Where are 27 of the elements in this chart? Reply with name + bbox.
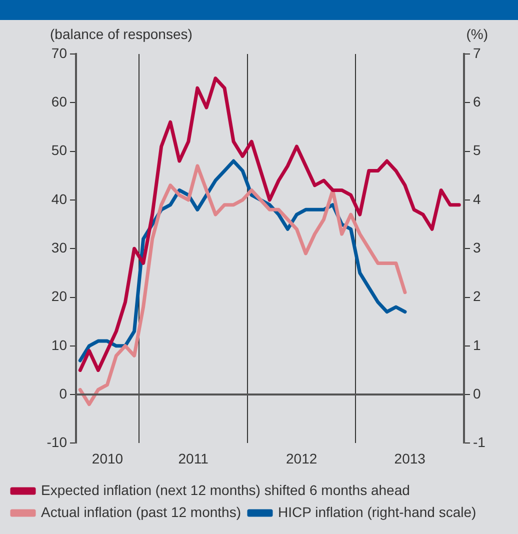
x-tick-label: 2011 bbox=[178, 450, 209, 466]
y2-axis-title: (%) bbox=[466, 26, 488, 42]
y-tick-label: 60 bbox=[51, 94, 68, 110]
y-tick-label: 40 bbox=[51, 190, 68, 207]
y2-tick-label: 7 bbox=[473, 44, 481, 61]
x-tick-label: 2012 bbox=[286, 450, 318, 466]
legend-label: HICP inflation (right-hand scale) bbox=[278, 504, 476, 520]
y-tick-label: 30 bbox=[51, 239, 68, 256]
legend-label: Expected inflation (next 12 months) shifted 6 months ahead bbox=[41, 482, 410, 498]
y2-tick-label: 4 bbox=[473, 190, 481, 207]
y2-tick-label: 3 bbox=[473, 239, 481, 256]
y2-tick-label: 6 bbox=[473, 94, 481, 110]
y-tick-label: 50 bbox=[51, 142, 68, 158]
y-tick-label: 0 bbox=[59, 385, 68, 402]
x-tick-label: 2013 bbox=[394, 450, 426, 466]
y-tick-label: -10 bbox=[46, 434, 68, 450]
y2-tick-label: -1 bbox=[473, 434, 486, 450]
y-axis-title: (balance of responses) bbox=[50, 26, 192, 42]
y-tick-label: 10 bbox=[51, 336, 68, 353]
x-tick-label: 2010 bbox=[92, 450, 124, 466]
y2-tick-label: 5 bbox=[473, 142, 481, 158]
y2-tick-label: 0 bbox=[473, 385, 481, 402]
legend-label: Actual inflation (past 12 months) bbox=[41, 504, 241, 520]
y2-tick-label: 1 bbox=[473, 336, 481, 353]
y-tick-label: 20 bbox=[51, 288, 68, 304]
y2-tick-label: 2 bbox=[473, 288, 481, 304]
y-tick-label: 70 bbox=[51, 44, 68, 61]
